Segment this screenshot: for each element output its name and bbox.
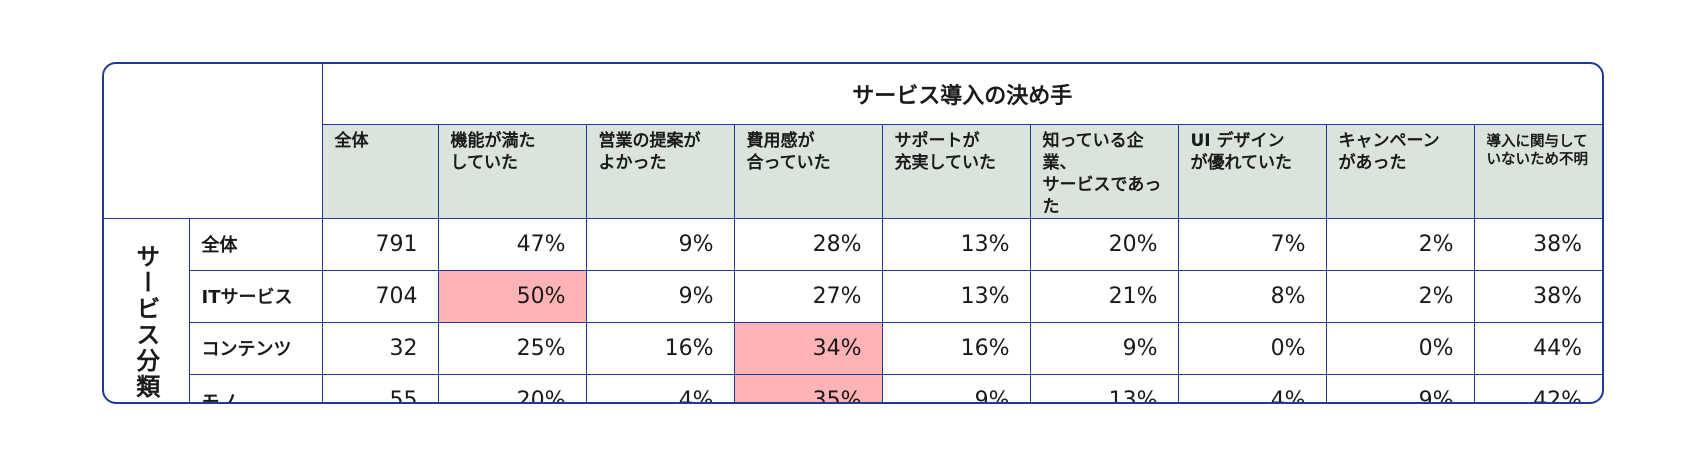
column-header: サポートが 充実していた xyxy=(881,123,1031,219)
data-cell: 16% xyxy=(881,321,1031,375)
table-row: サービス分類 全体 791 47% 9% 28% 13% 20% 7% 2% 38% xyxy=(104,217,1602,402)
data-cell: 9% xyxy=(585,217,735,271)
survey-table: サービス導入の決め手 全体 機能が満た していた 営業の提案が よかった 費用感が 合… xyxy=(104,64,1602,402)
corner-cell xyxy=(104,64,323,219)
table-row: モノ 55 20% 4% 35% 9% 13% 4% 9% 42% xyxy=(104,373,1602,402)
row-group-label-cell: サービス分類 xyxy=(104,217,190,402)
data-cell: 4% xyxy=(585,373,735,402)
data-cell: 13% xyxy=(881,217,1031,271)
column-header: 知っている企業、 サービスであった xyxy=(1029,123,1179,219)
survey-table-frame: サービス導入の決め手 全体 機能が満た していた 営業の提案が よかった 費用感が 合… xyxy=(102,62,1604,404)
column-header: 導入に関与して いないため不明 xyxy=(1473,123,1602,219)
data-cell: 50% xyxy=(437,269,587,323)
column-header: 機能が満た していた xyxy=(437,123,587,219)
data-cell: 38% xyxy=(1473,269,1602,323)
data-cell: 38% xyxy=(1473,217,1602,271)
data-cell: 704 xyxy=(321,269,439,323)
data-cell: 13% xyxy=(881,269,1031,323)
row-group-label: サービス分類 xyxy=(131,244,160,401)
data-cell: 8% xyxy=(1177,269,1327,323)
data-cell: 32 xyxy=(321,321,439,375)
data-cell: 2% xyxy=(1325,269,1475,323)
data-cell: 34% xyxy=(733,321,883,375)
data-cell: 35% xyxy=(733,373,883,402)
column-header: キャンペーン があった xyxy=(1325,123,1475,219)
row-label: ITサービス xyxy=(189,269,323,323)
data-cell: 20% xyxy=(1029,217,1179,271)
data-cell: 13% xyxy=(1029,373,1179,402)
data-cell: 9% xyxy=(1325,373,1475,402)
row-label: コンテンツ xyxy=(189,321,323,375)
data-cell: 27% xyxy=(733,269,883,323)
data-cell: 28% xyxy=(733,217,883,271)
data-cell: 44% xyxy=(1473,321,1602,375)
data-cell: 21% xyxy=(1029,269,1179,323)
data-cell: 9% xyxy=(1029,321,1179,375)
row-label: 全体 xyxy=(188,217,323,271)
row-label: モノ xyxy=(189,373,323,402)
data-cell: 20% xyxy=(437,373,587,402)
table-row: コンテンツ 32 25% 16% 34% 16% 9% 0% 0% 44% xyxy=(104,321,1602,375)
data-cell: 0% xyxy=(1325,321,1475,375)
data-cell: 2% xyxy=(1325,217,1475,271)
data-cell: 9% xyxy=(585,269,735,323)
table-title: サービス導入の決め手 xyxy=(321,64,1602,125)
data-cell: 0% xyxy=(1177,321,1327,375)
data-cell: 47% xyxy=(437,217,587,271)
column-header: 営業の提案が よかった xyxy=(585,123,735,219)
data-cell: 42% xyxy=(1473,373,1602,402)
table-row: ITサービス 704 50% 9% 27% 13% 21% 8% 2% 38% xyxy=(104,269,1602,323)
data-cell: 9% xyxy=(881,373,1031,402)
column-header: 費用感が 合っていた xyxy=(733,123,883,219)
column-header: 全体 xyxy=(322,123,439,219)
data-cell: 25% xyxy=(437,321,587,375)
data-cell: 791 xyxy=(321,217,439,271)
data-cell: 55 xyxy=(321,373,439,402)
data-cell: 7% xyxy=(1177,217,1327,271)
data-cell: 16% xyxy=(585,321,735,375)
data-cell: 4% xyxy=(1177,373,1327,402)
column-header: UI デザイン が優れていた xyxy=(1177,123,1327,219)
